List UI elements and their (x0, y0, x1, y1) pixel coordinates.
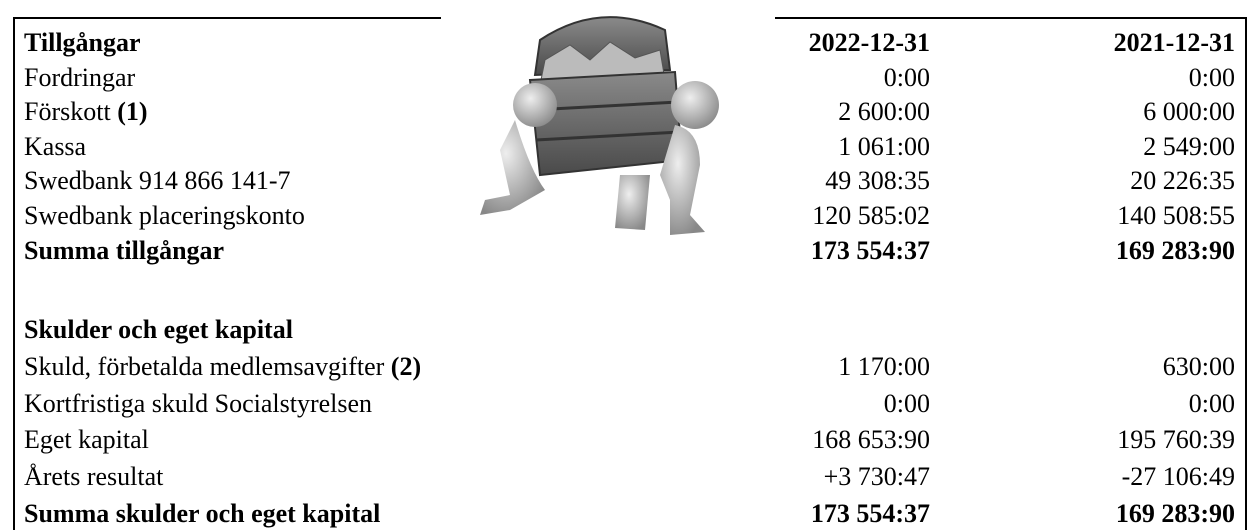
amount: 2 549:00 (935, 132, 1235, 162)
label-text: Årets resultat (24, 462, 163, 491)
left-border (13, 17, 15, 530)
amount: 0:00 (630, 63, 930, 93)
amount: 0:00 (630, 389, 930, 419)
amount: 1 170:00 (630, 352, 930, 382)
amount: 169 283:90 (935, 236, 1235, 266)
page: {"sections": [ {"heading": "Tillgångar",… (0, 0, 1250, 530)
label-text: Förskott (24, 97, 111, 126)
amount: 20 226:35 (935, 166, 1235, 196)
amount: -27 106:49 (935, 462, 1235, 492)
label-text: Kassa (24, 132, 86, 161)
label-text: Swedbank 914 866 141-7 (24, 166, 290, 195)
row-label: Kassa (24, 132, 86, 162)
row-label: Skuld, förbetalda medlemsavgifter (2) (24, 352, 421, 382)
top-border (775, 17, 1246, 19)
amount: 173 554:37 (630, 499, 930, 529)
section-heading: Skulder och eget kapital (24, 315, 293, 345)
label-text: Skuld, förbetalda medlemsavgifter (24, 352, 384, 381)
amount: 49 308:35 (630, 166, 930, 196)
amount: 173 554:37 (630, 236, 930, 266)
amount: 120 585:02 (630, 201, 930, 231)
row-label: Swedbank 914 866 141-7 (24, 166, 290, 196)
amount: 1 061:00 (630, 132, 930, 162)
row-label: Årets resultat (24, 462, 163, 492)
section-heading: Tillgångar (24, 28, 141, 58)
amount: +3 730:47 (630, 462, 930, 492)
row-label: Förskott (1) (24, 97, 148, 127)
amount: 168 653:90 (630, 425, 930, 455)
amount: 6 000:00 (935, 97, 1235, 127)
amount: 0:00 (935, 389, 1235, 419)
row-label: Kortfristiga skuld Socialstyrelsen (24, 389, 372, 419)
amount: 0:00 (935, 63, 1235, 93)
amount: 195 760:39 (935, 425, 1235, 455)
label-text: Kortfristiga skuld Socialstyrelsen (24, 389, 372, 418)
label-text: Swedbank placeringskonto (24, 201, 305, 230)
label-text: Eget kapital (24, 425, 149, 454)
label-text: Fordringar (24, 63, 135, 92)
right-border (1245, 17, 1247, 530)
top-border (13, 17, 441, 19)
amount: 140 508:55 (935, 201, 1235, 231)
amount: 630:00 (935, 352, 1235, 382)
row-label: Swedbank placeringskonto (24, 201, 305, 231)
note-ref: (2) (391, 352, 421, 381)
total-label: Summa skulder och eget kapital (24, 499, 380, 529)
amount: 169 283:90 (935, 499, 1235, 529)
amount: 2021-12-31 (935, 28, 1235, 58)
row-label: Eget kapital (24, 425, 149, 455)
amount: 2022-12-31 (630, 28, 930, 58)
row-label: Fordringar (24, 63, 135, 93)
total-label: Summa tillgångar (24, 236, 224, 266)
amount: 2 600:00 (630, 97, 930, 127)
note-ref: (1) (117, 97, 147, 126)
